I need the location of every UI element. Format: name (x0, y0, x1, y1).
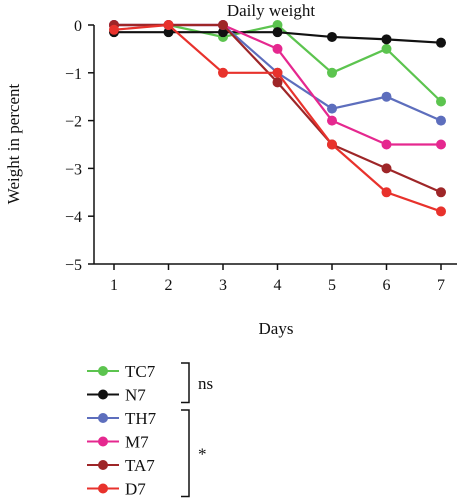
annotation-significant: * (198, 444, 207, 463)
annotation-ns: ns (198, 374, 213, 393)
data-point-th7 (381, 91, 392, 102)
x-tick-label: 2 (165, 277, 173, 294)
chart-title: Daily weight (227, 1, 316, 20)
data-point-th7 (327, 103, 337, 114)
x-tick-label: 1 (110, 277, 118, 294)
y-tick-label: −1 (65, 66, 82, 83)
x-tick-label: 4 (274, 277, 282, 294)
legend: TC7 N7 TH7 M7 TA7 D7 ns * (87, 362, 213, 499)
data-point-tc7 (381, 43, 392, 54)
y-tick-label: 0 (74, 18, 82, 35)
legend-marker-tc7 (98, 366, 108, 376)
data-point-d7 (163, 20, 174, 30)
x-tick-label: 3 (219, 277, 227, 294)
legend-marker-m7 (98, 436, 108, 447)
data-point-n7 (163, 27, 174, 38)
data-point-d7 (327, 139, 337, 150)
data-point-ta7 (381, 163, 392, 174)
data-point-d7 (381, 187, 392, 198)
data-point-ta7 (218, 20, 228, 30)
y-tick-label: −5 (65, 257, 82, 274)
legend-marker-th7 (98, 413, 108, 423)
data-point-d7 (218, 67, 228, 78)
data-point-tc7 (327, 67, 337, 78)
x-tick-label: 7 (437, 277, 445, 294)
legend-label-th7: TH7 (125, 409, 157, 428)
bracket-ns (181, 362, 190, 404)
y-tick-label: −2 (65, 114, 82, 131)
x-tick-label: 6 (383, 277, 391, 294)
data-point-tc7 (272, 20, 283, 30)
x-axis-label: Days (259, 319, 294, 338)
x-tick-label: 5 (328, 277, 336, 294)
legend-label-n7: N7 (125, 386, 146, 405)
data-point-m7 (381, 139, 392, 150)
legend-marker-ta7 (98, 460, 108, 470)
legend-label-ta7: TA7 (125, 456, 155, 475)
data-point-th7 (436, 115, 446, 126)
y-axis-label: Weight in percent (4, 84, 23, 205)
data-point-tc7 (436, 96, 446, 107)
data-point-n7 (218, 27, 228, 38)
legend-label-tc7: TC7 (125, 362, 156, 381)
y-tick-label: −4 (65, 209, 82, 226)
plot-area: 0 −1 −2 −3 −4 −5 1 2 3 4 5 6 7 (65, 18, 457, 294)
data-point-n7 (436, 37, 446, 48)
data-point-ta7 (436, 187, 446, 198)
legend-label-d7: D7 (125, 480, 146, 499)
y-tick-label: −3 (65, 161, 82, 178)
data-point-d7 (109, 24, 119, 35)
data-point-d7 (272, 67, 283, 78)
data-point-ta7 (272, 77, 283, 88)
legend-marker-d7 (98, 483, 108, 494)
data-point-n7 (381, 34, 392, 45)
data-point-m7 (436, 139, 446, 150)
data-point-n7 (272, 27, 283, 38)
data-point-m7 (272, 43, 283, 54)
legend-marker-n7 (98, 389, 108, 400)
bracket-significant (181, 409, 190, 498)
data-point-n7 (327, 31, 337, 42)
legend-label-m7: M7 (125, 433, 149, 452)
data-point-m7 (327, 115, 337, 126)
data-point-d7 (436, 206, 446, 217)
